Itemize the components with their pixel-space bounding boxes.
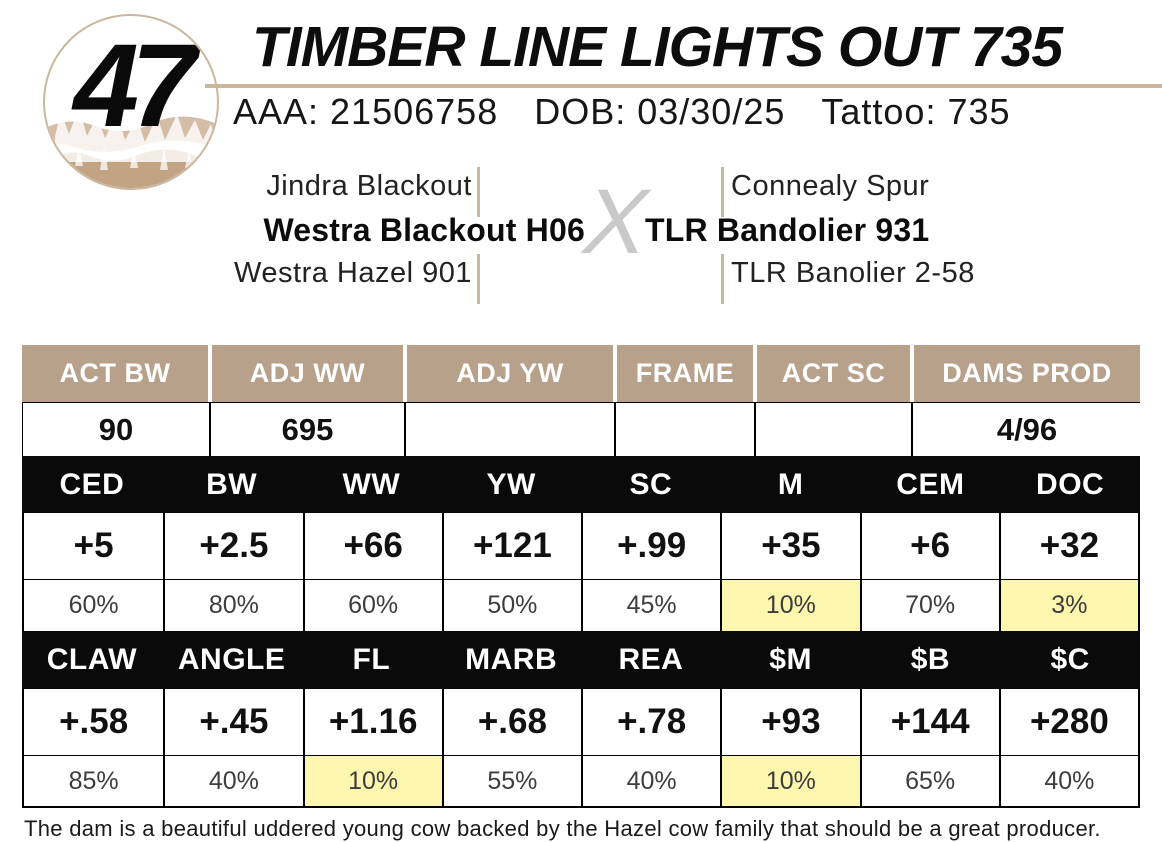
percentile-cell: 45% (581, 580, 721, 631)
epd-growth-percentile-row: 60% 80% 60% 50% 45% 10% 70% 3% (22, 579, 1140, 631)
registration-number: AAA: 21506758 (233, 91, 499, 132)
epd-carcass-header-row: CLAW ANGLE FL MARB REA $M $B $C (22, 631, 1140, 689)
column-header: DOC (1036, 467, 1105, 501)
percentile-cell: 60% (24, 580, 164, 631)
table-cell: +.78 (581, 689, 721, 755)
table-cell: +66 (302, 513, 442, 579)
column-header: SC (629, 467, 673, 501)
animal-name-title: TIMBER LINE LIGHTS OUT 735 (252, 15, 1063, 79)
epd-carcass-value-row: +.58 +.45 +1.16 +.68 +.78 +93 +144 +280 (22, 689, 1140, 755)
column-header: ACT BW (22, 345, 208, 402)
table-cell: +35 (720, 513, 860, 579)
lot-number: 47 (73, 20, 196, 152)
dam-grandsire: Connealy Spur (731, 170, 930, 202)
column-header: $B (910, 643, 951, 676)
percentile-cell: 85% (24, 756, 164, 806)
epd-carcass-percentile-row: 85% 40% 10% 55% 40% 10% 65% 40% (22, 755, 1140, 808)
date-of-birth: DOB: 03/30/25 (534, 91, 786, 132)
table-cell (614, 403, 754, 456)
pedigree-divider-bar (477, 167, 480, 217)
performance-header-row: ACT BW ADJ WW ADJ YW FRAME ACT SC DAMS P… (22, 345, 1140, 402)
footnote-text: The dam is a beautiful uddered young cow… (24, 816, 1101, 841)
table-cell: +.68 (441, 689, 581, 755)
column-header: CED (59, 467, 125, 501)
column-header: WW (342, 467, 401, 501)
table-cell (404, 403, 614, 456)
column-header: ADJ WW (208, 345, 403, 402)
percentile-cell: 40% (163, 756, 303, 806)
table-cell: +32 (998, 513, 1138, 579)
pedigree-divider-bar (477, 254, 480, 304)
ranch-logo-art (45, 108, 217, 188)
percentile-cell-highlighted: 3% (998, 580, 1138, 631)
column-header: YW (486, 467, 536, 501)
percentile-cell-highlighted: 10% (720, 756, 860, 806)
table-cell: +144 (859, 689, 999, 755)
table-cell (754, 403, 911, 456)
table-cell: +2.5 (163, 513, 303, 579)
table-cell: 695 (209, 403, 404, 456)
sire-granddam: Westra Hazel 901 (234, 257, 472, 289)
column-header: REA (618, 643, 684, 676)
table-cell: +93 (720, 689, 860, 755)
percentile-cell: 60% (302, 580, 442, 631)
column-header: DAMS PROD (910, 345, 1140, 402)
column-header: ANGLE (177, 643, 286, 676)
tattoo: Tattoo: 735 (821, 91, 1011, 132)
column-header: $C (1050, 643, 1090, 676)
column-header: $M (769, 643, 812, 676)
table-cell: 90 (23, 403, 209, 456)
percentile-cell-highlighted: 10% (302, 756, 442, 806)
epd-table: ACT BW ADJ WW ADJ YW FRAME ACT SC DAMS P… (22, 345, 1141, 808)
column-header: CLAW (46, 643, 138, 676)
epd-growth-value-row: +5 +2.5 +66 +121 +.99 +35 +6 +32 (22, 513, 1140, 579)
column-header: ACT SC (753, 345, 910, 402)
column-header: CEM (896, 467, 965, 501)
percentile-cell-highlighted: 10% (720, 580, 860, 631)
percentile-cell: 55% (441, 756, 581, 806)
table-cell: +.58 (24, 689, 164, 755)
lot-badge: 47 (43, 14, 219, 190)
column-header: ADJ YW (403, 345, 613, 402)
table-cell: 4/96 (911, 403, 1141, 456)
table-cell: +121 (441, 513, 581, 579)
epd-growth-header-row: CED BW WW YW SC M CEM DOC (22, 456, 1140, 513)
column-header: M (777, 467, 804, 501)
table-cell: +280 (998, 689, 1138, 755)
percentile-cell: 40% (998, 756, 1138, 806)
table-cell: +.99 (581, 513, 721, 579)
performance-value-row: 90 695 4/96 (22, 402, 1141, 456)
column-header: FL (352, 643, 391, 676)
animal-id-line: AAA: 21506758 DOB: 03/30/25 Tattoo: 735 (233, 91, 1011, 133)
table-cell: +1.16 (302, 689, 442, 755)
sire-grandsire: Jindra Blackout (266, 170, 472, 202)
percentile-cell: 50% (441, 580, 581, 631)
pedigree-divider-bar (721, 167, 724, 217)
dam-name: TLR Bandolier 931 (645, 212, 930, 248)
sire-name: Westra Blackout H06 (263, 212, 585, 248)
percentile-cell: 65% (859, 756, 999, 806)
percentile-cell: 70% (859, 580, 999, 631)
header-divider (205, 84, 1162, 88)
column-header: BW (206, 467, 258, 501)
column-header: MARB (465, 643, 558, 676)
table-cell: +5 (24, 513, 164, 579)
percentile-cell: 80% (163, 580, 303, 631)
pedigree-divider-bar (721, 254, 724, 304)
percentile-cell: 40% (581, 756, 721, 806)
table-cell: +6 (859, 513, 999, 579)
table-cell: +.45 (163, 689, 303, 755)
dam-granddam: TLR Banolier 2-58 (731, 257, 975, 289)
column-header: FRAME (613, 345, 753, 402)
